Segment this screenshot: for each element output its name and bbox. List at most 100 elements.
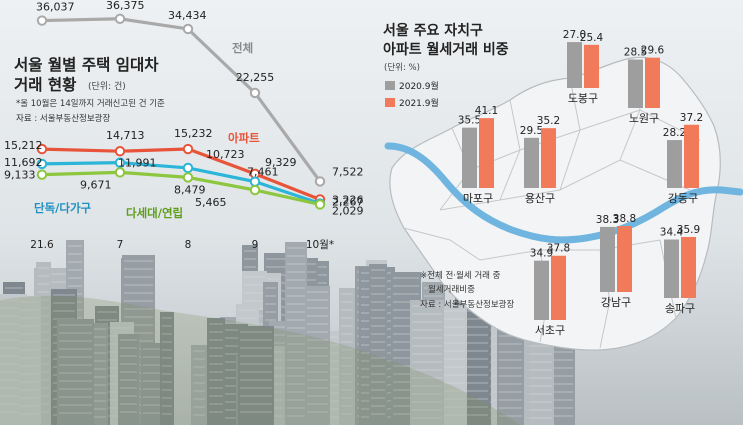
bar-value-label: 28.5 <box>624 47 647 59</box>
bar-2021 <box>541 128 556 188</box>
series-point <box>249 87 261 99</box>
series-point <box>314 199 326 210</box>
data-label: 2,029 <box>332 204 364 217</box>
district-label: 송파구 <box>665 302 695 315</box>
bar-value-label: 34.4 <box>660 227 684 239</box>
left-chart-unit: (단위: 건) <box>88 81 126 92</box>
x-tick-label: 21.6 <box>30 239 54 251</box>
right-chart-title-line1: 서울 주요 자치구 <box>383 22 483 39</box>
legend-2020-label: 2020.9월 <box>399 80 439 92</box>
data-label: 15,232 <box>174 127 213 140</box>
series-point <box>36 143 48 155</box>
bar-value-label: 38.8 <box>613 213 636 225</box>
bar-2020 <box>462 127 477 188</box>
series-point <box>182 23 194 35</box>
data-label: 34,434 <box>168 9 207 22</box>
data-label: 9,329 <box>265 156 297 169</box>
monthly-rent-share-bar-chart: 서울 주요 자치구 아파트 월세거래 비중 (단위: %) 2020.9월 20… <box>383 22 703 337</box>
series-name-label-0: 전체 <box>232 41 253 55</box>
data-label: 7,522 <box>332 165 364 178</box>
left-chart-title-line1: 서울 월별 주택 임대차 <box>14 56 159 74</box>
bar-value-label: 27.0 <box>563 29 586 41</box>
bar-value-label: 29.6 <box>641 45 665 57</box>
data-label: 9,671 <box>80 178 112 191</box>
bar-value-label: 41.1 <box>475 105 498 117</box>
data-label: 15,212 <box>4 139 43 152</box>
series-point <box>182 162 194 174</box>
series-point <box>182 143 194 155</box>
building <box>369 264 387 425</box>
district-label: 노원구 <box>629 112 659 125</box>
data-label: 8,479 <box>174 183 206 196</box>
series-name-label-2: 단독/다가구 <box>34 201 92 215</box>
building <box>339 288 355 425</box>
x-tick-label: 10월* <box>306 239 334 251</box>
x-tick-label: 7 <box>117 239 124 251</box>
series-point <box>36 169 48 180</box>
rental-transactions-line-chart: 서울 월별 주택 임대차 거래 현황 (단위: 건) *올 10월은 14일까지… <box>4 0 364 251</box>
data-label: 5,465 <box>195 196 227 209</box>
right-chart-title-line2: 아파트 월세거래 비중 <box>383 41 509 58</box>
bar-value-label: 35.5 <box>458 115 481 127</box>
data-label: 9,133 <box>4 169 36 182</box>
left-chart-title-line2: 거래 현황 <box>14 75 76 94</box>
district-label: 용산구 <box>525 192 555 205</box>
series-point <box>249 184 261 196</box>
series-point <box>114 13 126 24</box>
building <box>191 345 207 425</box>
legend-2021-swatch <box>385 98 395 107</box>
bar-2020 <box>534 260 549 320</box>
series-point <box>114 146 126 157</box>
data-label: 36,037 <box>36 1 75 14</box>
data-label: 2,267 <box>332 195 364 208</box>
data-label: 36,375 <box>106 0 145 12</box>
right-chart-source: 자료 : 서울부동산정보광장 <box>420 299 514 310</box>
x-tick-label: 9 <box>252 239 259 251</box>
data-label: 7,461 <box>247 166 279 179</box>
bar-2020 <box>600 226 615 292</box>
legend-2021-label: 2021.9월 <box>399 97 439 109</box>
greenery <box>0 295 520 425</box>
building <box>160 312 174 425</box>
bar-2021 <box>684 124 699 188</box>
x-tick-label: 8 <box>185 239 192 251</box>
series-point <box>36 158 48 170</box>
series-name-label-1: 아파트 <box>228 131 260 145</box>
district-label: 강남구 <box>601 296 631 309</box>
data-label: 10,723 <box>206 148 245 161</box>
legend-2020-swatch <box>385 81 395 90</box>
bar-2020 <box>524 137 539 188</box>
bar-value-label: 34.9 <box>530 248 553 260</box>
series-point <box>182 172 194 183</box>
right-footnote-line1: ※전체 전·월세 거래 중 <box>420 270 501 281</box>
district-label: 서초구 <box>535 324 565 337</box>
bar-value-label: 38.3 <box>596 214 619 226</box>
district-label: 도봉구 <box>568 92 598 105</box>
data-label: 11,692 <box>4 156 43 169</box>
bar-2020 <box>664 239 679 298</box>
series-name-label-3: 다세대/연립 <box>126 206 183 220</box>
bar-value-label: 37.2 <box>680 112 703 124</box>
left-chart-note: *올 10월은 14일까지 거래신고된 건 기준 <box>16 98 165 109</box>
bar-value-label: 35.2 <box>537 115 560 127</box>
data-label: 3,226 <box>332 193 364 206</box>
series-point <box>314 176 326 187</box>
building <box>57 319 94 425</box>
right-chart-unit: (단위: %) <box>384 62 420 73</box>
series-point <box>114 167 126 178</box>
series-point <box>114 157 126 168</box>
bar-2021 <box>479 118 494 188</box>
bar-2020 <box>628 59 643 108</box>
bar-value-label: 35.9 <box>677 224 700 236</box>
bar-value-label: 25.4 <box>580 32 604 44</box>
series-point <box>249 176 261 187</box>
left-chart-source: 자료 : 서울부동산정보광장 <box>16 113 110 124</box>
bar-2020 <box>567 42 582 88</box>
building <box>18 296 41 425</box>
district-label: 마포구 <box>463 192 493 205</box>
bar-2021 <box>681 236 696 298</box>
series-point <box>36 15 48 26</box>
bar-2020 <box>667 140 682 188</box>
district-label: 강동구 <box>668 192 698 205</box>
